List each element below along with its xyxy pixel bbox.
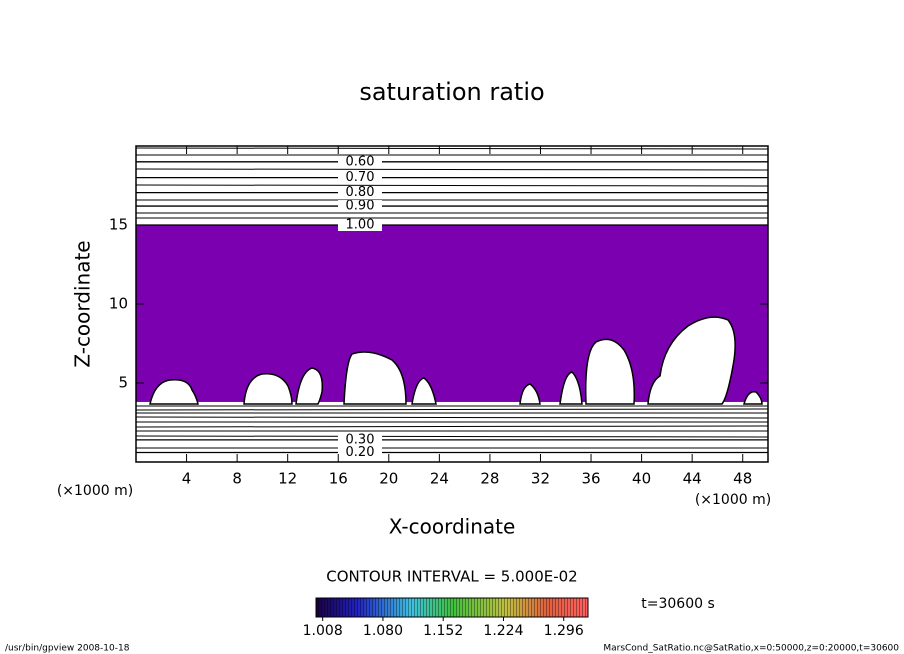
colorbar-tick-label: 1.080 [363,623,403,639]
contour-label-bg [338,433,382,446]
region [149,378,199,405]
x-tick-label: 48 [733,470,752,488]
y-unit: (×1000 m) [57,483,133,499]
region [243,373,293,405]
colorbar-frame [315,597,589,618]
contour-label-bg [338,219,382,231]
contour-label-bg [338,186,382,199]
contour-interval: CONTOUR INTERVAL = 5.000E-02 [326,568,577,586]
colorbar-tick-label: 1.008 [303,623,343,639]
x-tick-label: 20 [379,470,398,488]
region [584,338,636,405]
minor-contours [135,147,769,449]
x-tick-label: 16 [329,470,348,488]
contour-label-bg [338,171,382,184]
contour-label-bg [338,200,382,213]
x-tick-label: 36 [581,470,600,488]
x-tick-label: 24 [430,470,449,488]
x-tick-label: 8 [232,470,242,488]
x-tick-label: 28 [480,470,499,488]
unsaturated-regions [149,316,763,405]
time-label: t=30600 s [641,596,715,612]
x-tick-label: 4 [182,470,192,488]
region [647,316,736,405]
contour-label-bg [338,446,382,459]
colorbar-tick-label: 1.224 [483,623,523,639]
region [519,383,541,405]
contour-label: 0.20 [346,445,375,460]
region [295,367,324,405]
x-tick-label: 40 [632,470,651,488]
x-tick-label: 12 [278,470,297,488]
contour-label-bg [338,155,382,168]
contour-label: 1.00 [346,218,375,233]
x-tick-label: 44 [683,470,702,488]
region [559,371,583,405]
contour-label: 0.70 [346,170,375,185]
contour-label: 0.80 [346,185,375,200]
plot-frame [135,145,769,463]
x-tick-label: 32 [531,470,550,488]
contour-label: 0.30 [346,432,375,447]
chart-title: saturation ratio [359,78,544,106]
region [343,351,407,405]
x-axis-label: X-coordinate [389,515,516,539]
y-axis-label: Z-coordinate [71,240,95,367]
y-tick-label: 5 [118,374,128,392]
y-tick-label: 10 [109,295,128,313]
footer-left: /usr/bin/gpview 2008-10-18 [5,644,130,654]
footer-right: MarsCond_SatRatio.nc@SatRatio,x=0:50000,… [603,644,899,654]
colorbar-tick-label: 1.296 [544,623,584,639]
x-unit: (×1000 m) [695,492,771,508]
region [411,377,437,405]
region [743,391,763,405]
y-tick-label: 15 [109,216,128,234]
colorbar-tick-label: 1.152 [423,623,463,639]
contour-label: 0.60 [346,154,375,169]
contour-label: 0.90 [346,199,375,214]
